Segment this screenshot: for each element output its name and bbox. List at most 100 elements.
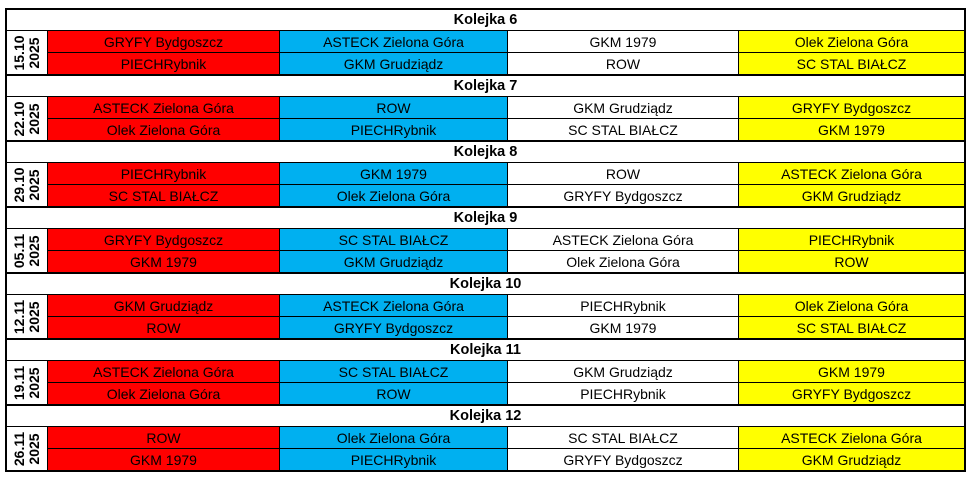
round-block: Kolejka 9 05.11 2025 GRYFY Bydgoszcz SC … bbox=[5, 206, 966, 272]
team-cell: SC STAL BIAŁCZ bbox=[280, 361, 508, 382]
team-cell: PIECHRybnik bbox=[508, 295, 739, 316]
team-cell: GKM 1979 bbox=[48, 251, 280, 272]
round-body: 12.11 2025 GKM Grudziądz ASTECK Zielona … bbox=[7, 295, 964, 338]
team-cell: Olek Zielona Góra bbox=[739, 295, 964, 316]
round-date-text: 19.11 2025 bbox=[11, 365, 42, 399]
match-row: GRYFY Bydgoszcz ASTECK Zielona Góra GKM … bbox=[48, 31, 964, 52]
team-cell: ASTECK Zielona Góra bbox=[48, 97, 280, 118]
date-day: 15.10 bbox=[11, 34, 27, 71]
match-row: ROW GRYFY Bydgoszcz GKM 1979 SC STAL BIA… bbox=[48, 316, 964, 338]
round-block: Kolejka 6 15.10 2025 GRYFY Bydgoszcz AST… bbox=[5, 8, 966, 74]
round-date-text: 29.10 2025 bbox=[11, 166, 42, 203]
team-cell: GKM Grudziądz bbox=[739, 449, 964, 470]
round-date-text: 15.10 2025 bbox=[11, 34, 42, 71]
team-cell: Olek Zielona Góra bbox=[48, 383, 280, 404]
date-year: 2025 bbox=[26, 300, 42, 333]
match-rows: GKM Grudziądz ASTECK Zielona Góra PIECHR… bbox=[48, 295, 964, 338]
match-row: PIECHRybnik GKM 1979 ROW ASTECK Zielona … bbox=[48, 163, 964, 184]
round-body: 22.10 2025 ASTECK Zielona Góra ROW GKM G… bbox=[7, 97, 964, 140]
team-cell: ROW bbox=[280, 97, 508, 118]
team-cell: SC STAL BIAŁCZ bbox=[280, 229, 508, 250]
round-body: 19.11 2025 ASTECK Zielona Góra SC STAL B… bbox=[7, 361, 964, 404]
round-title: Kolejka 7 bbox=[7, 76, 964, 97]
team-cell: GKM 1979 bbox=[739, 119, 964, 140]
team-cell: GKM Grudziądz bbox=[280, 53, 508, 74]
match-row: ASTECK Zielona Góra ROW GKM Grudziądz GR… bbox=[48, 97, 964, 118]
team-cell: SC STAL BIAŁCZ bbox=[508, 119, 739, 140]
team-cell: Olek Zielona Góra bbox=[508, 251, 739, 272]
team-cell: ASTECK Zielona Góra bbox=[48, 361, 280, 382]
team-cell: GRYFY Bydgoszcz bbox=[739, 383, 964, 404]
match-row: Olek Zielona Góra ROW PIECHRybnik GRYFY … bbox=[48, 382, 964, 404]
team-cell: ROW bbox=[48, 427, 280, 448]
date-year: 2025 bbox=[26, 168, 42, 201]
team-cell: SC STAL BIAŁCZ bbox=[508, 427, 739, 448]
team-cell: GKM 1979 bbox=[739, 361, 964, 382]
round-title: Kolejka 12 bbox=[7, 406, 964, 427]
round-block: Kolejka 10 12.11 2025 GKM Grudziądz ASTE… bbox=[5, 272, 966, 338]
round-title: Kolejka 9 bbox=[7, 208, 964, 229]
date-day: 26.11 bbox=[11, 431, 27, 466]
date-day: 29.10 bbox=[11, 166, 27, 203]
date-year: 2025 bbox=[26, 234, 42, 267]
round-title: Kolejka 6 bbox=[7, 10, 964, 31]
team-cell: SC STAL BIAŁCZ bbox=[739, 53, 964, 74]
team-cell: ROW bbox=[508, 53, 739, 74]
team-cell: ASTECK Zielona Góra bbox=[280, 295, 508, 316]
round-block: Kolejka 12 26.11 2025 ROW Olek Zielona G… bbox=[5, 404, 966, 472]
round-date: 22.10 2025 bbox=[7, 97, 48, 140]
team-cell: Olek Zielona Góra bbox=[280, 185, 508, 206]
team-cell: GKM 1979 bbox=[280, 163, 508, 184]
team-cell: GKM Grudziądz bbox=[508, 97, 739, 118]
match-rows: ASTECK Zielona Góra ROW GKM Grudziądz GR… bbox=[48, 97, 964, 140]
team-cell: ROW bbox=[280, 383, 508, 404]
team-cell: PIECHRybnik bbox=[280, 119, 508, 140]
round-date: 15.10 2025 bbox=[7, 31, 48, 74]
round-date-text: 22.10 2025 bbox=[11, 100, 42, 137]
team-cell: GKM Grudziądz bbox=[508, 361, 739, 382]
round-title: Kolejka 10 bbox=[7, 274, 964, 295]
round-block: Kolejka 7 22.10 2025 ASTECK Zielona Góra… bbox=[5, 74, 966, 140]
team-cell: Olek Zielona Góra bbox=[739, 31, 964, 52]
date-day: 05.11 bbox=[11, 233, 27, 268]
team-cell: ASTECK Zielona Góra bbox=[739, 427, 964, 448]
round-body: 15.10 2025 GRYFY Bydgoszcz ASTECK Zielon… bbox=[7, 31, 964, 74]
round-date-text: 26.11 2025 bbox=[11, 431, 42, 466]
match-rows: ASTECK Zielona Góra SC STAL BIAŁCZ GKM G… bbox=[48, 361, 964, 404]
match-row: PIECHRybnik GKM Grudziądz ROW SC STAL BI… bbox=[48, 52, 964, 74]
match-row: GKM 1979 PIECHRybnik GRYFY Bydgoszcz GKM… bbox=[48, 448, 964, 470]
round-title: Kolejka 11 bbox=[7, 340, 964, 361]
team-cell: ROW bbox=[739, 251, 964, 272]
match-row: ASTECK Zielona Góra SC STAL BIAŁCZ GKM G… bbox=[48, 361, 964, 382]
team-cell: GKM 1979 bbox=[48, 449, 280, 470]
date-year: 2025 bbox=[26, 102, 42, 135]
match-rows: GRYFY Bydgoszcz SC STAL BIAŁCZ ASTECK Zi… bbox=[48, 229, 964, 272]
team-cell: PIECHRybnik bbox=[48, 163, 280, 184]
match-row: SC STAL BIAŁCZ Olek Zielona Góra GRYFY B… bbox=[48, 184, 964, 206]
team-cell: GKM Grudziądz bbox=[739, 185, 964, 206]
round-date: 26.11 2025 bbox=[7, 427, 48, 470]
round-date: 12.11 2025 bbox=[7, 295, 48, 338]
round-date: 05.11 2025 bbox=[7, 229, 48, 272]
match-row: ROW Olek Zielona Góra SC STAL BIAŁCZ AST… bbox=[48, 427, 964, 448]
round-body: 29.10 2025 PIECHRybnik GKM 1979 ROW ASTE… bbox=[7, 163, 964, 206]
match-rows: ROW Olek Zielona Góra SC STAL BIAŁCZ AST… bbox=[48, 427, 964, 470]
match-rows: GRYFY Bydgoszcz ASTECK Zielona Góra GKM … bbox=[48, 31, 964, 74]
team-cell: GRYFY Bydgoszcz bbox=[508, 185, 739, 206]
date-year: 2025 bbox=[26, 432, 42, 465]
team-cell: ASTECK Zielona Góra bbox=[739, 163, 964, 184]
team-cell: GRYFY Bydgoszcz bbox=[508, 449, 739, 470]
match-row: GRYFY Bydgoszcz SC STAL BIAŁCZ ASTECK Zi… bbox=[48, 229, 964, 250]
team-cell: GKM Grudziądz bbox=[48, 295, 280, 316]
date-day: 22.10 bbox=[11, 100, 27, 137]
round-date: 19.11 2025 bbox=[7, 361, 48, 404]
match-row: Olek Zielona Góra PIECHRybnik SC STAL BI… bbox=[48, 118, 964, 140]
team-cell: Olek Zielona Góra bbox=[48, 119, 280, 140]
round-date-text: 05.11 2025 bbox=[11, 233, 42, 268]
team-cell: PIECHRybnik bbox=[739, 229, 964, 250]
team-cell: SC STAL BIAŁCZ bbox=[739, 317, 964, 338]
team-cell: GRYFY Bydgoszcz bbox=[48, 229, 280, 250]
match-row: GKM 1979 GKM Grudziądz Olek Zielona Góra… bbox=[48, 250, 964, 272]
team-cell: PIECHRybnik bbox=[508, 383, 739, 404]
round-date: 29.10 2025 bbox=[7, 163, 48, 206]
